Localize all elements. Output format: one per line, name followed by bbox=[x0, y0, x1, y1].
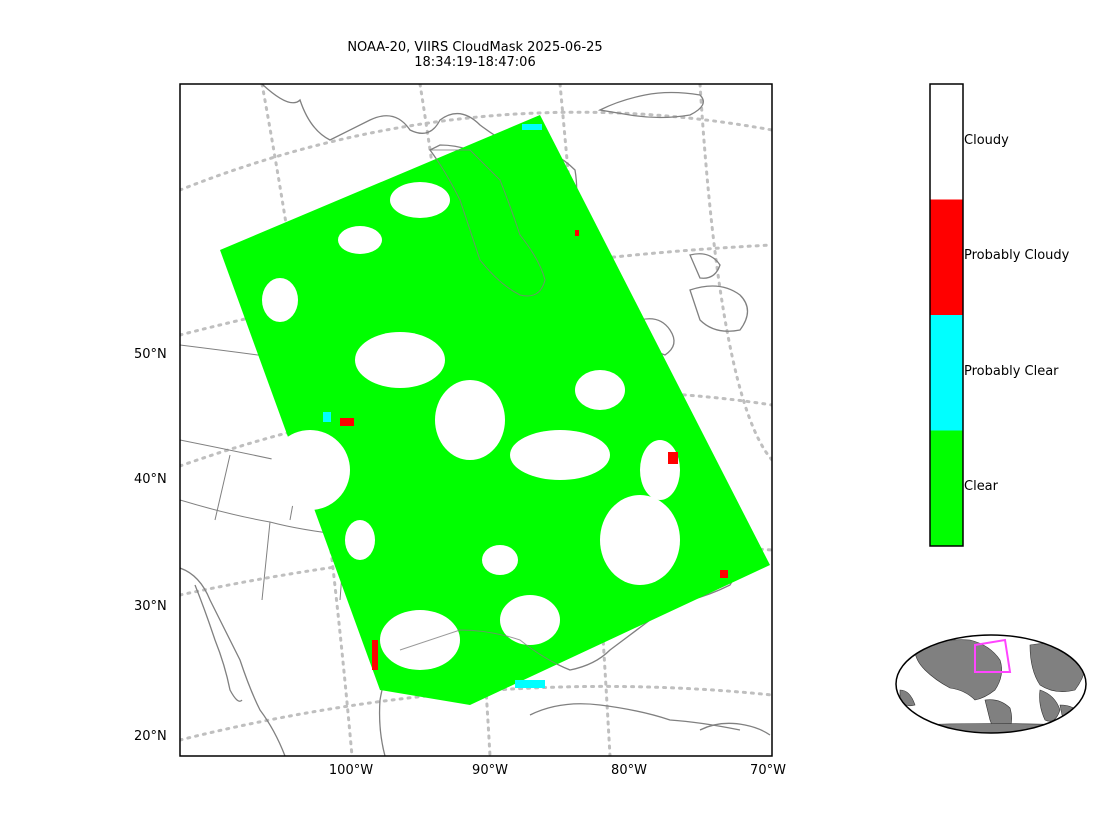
swath-outline-inset bbox=[974, 638, 1012, 673]
colorbar-segment-probably-cloudy bbox=[930, 199, 963, 315]
colorbar-segment-cloudy bbox=[930, 84, 963, 200]
map-title: NOAA-20, VIIRS CloudMask 2025-06-25 18:3… bbox=[300, 40, 650, 70]
lat-tick-30: 30°N bbox=[134, 599, 167, 614]
lon-tick-80: 80°W bbox=[611, 763, 647, 778]
colorbar-label-probably-clear: Probably Clear bbox=[964, 364, 1059, 379]
lat-tick-40: 40°N bbox=[134, 472, 167, 487]
lon-tick-90: 90°W bbox=[472, 763, 508, 778]
main-map bbox=[180, 84, 772, 756]
colorbar bbox=[930, 84, 963, 546]
cloudmask-swath bbox=[220, 115, 770, 705]
colorbar-segment-clear bbox=[930, 430, 963, 546]
lon-tick-100: 100°W bbox=[328, 763, 374, 778]
globe-inset bbox=[895, 634, 1087, 734]
colorbar-segment-probably-clear bbox=[930, 315, 963, 431]
title-line-1: NOAA-20, VIIRS CloudMask 2025-06-25 bbox=[347, 40, 603, 55]
colorbar-label-clear: Clear bbox=[964, 479, 998, 494]
lon-tick-70: 70°W bbox=[750, 763, 786, 778]
lat-tick-20: 20°N bbox=[134, 729, 167, 744]
map-frame bbox=[179, 83, 773, 757]
lat-tick-50: 50°N bbox=[134, 347, 167, 362]
colorbar-label-cloudy: Cloudy bbox=[964, 133, 1009, 148]
colorbar-label-probably-cloudy: Probably Cloudy bbox=[964, 248, 1070, 263]
title-line-2: 18:34:19-18:47:06 bbox=[414, 55, 536, 70]
colorbar-frame bbox=[929, 83, 964, 547]
